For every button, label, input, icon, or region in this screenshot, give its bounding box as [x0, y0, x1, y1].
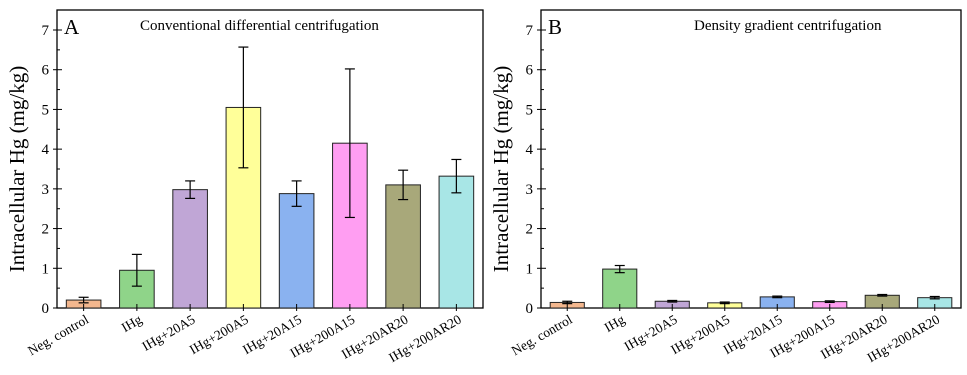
- panel-b-ytick-label: 1: [526, 261, 534, 277]
- panel-a-xtick-label: IHg: [119, 311, 145, 335]
- panel-a-ytick-label: 7: [42, 23, 50, 39]
- panel-a-bar: [385, 184, 421, 309]
- panel-b-ytick-label: 3: [526, 182, 534, 198]
- panel-b-ylabel: Intracellular Hg (mg/kg): [489, 66, 513, 272]
- panel-a-xtick-label: Neg. control: [25, 311, 91, 358]
- panel-a-title: Conventional differential centrifugation: [140, 18, 379, 34]
- panel-a-letter: A: [64, 15, 80, 39]
- panel-a-frame: [56, 9, 484, 309]
- panel-b-ytick-label: 2: [526, 222, 534, 238]
- panel-a-ylabel: Intracellular Hg (mg/kg): [5, 66, 29, 272]
- panel-b-bar: [602, 268, 638, 309]
- panel-a-ytick-label: 6: [42, 63, 50, 79]
- panel-a-ytick-label: 4: [42, 142, 50, 158]
- panel-a-bar: [278, 193, 315, 309]
- panel-b-xtick-label: IHg+200A5: [668, 311, 732, 357]
- panel-a-bar: [438, 175, 475, 309]
- panel-a-xtick-label: IHg+200A5: [187, 311, 251, 357]
- panel-b-ytick-label: 7: [526, 23, 534, 39]
- panel-a-ytick-label: 3: [42, 182, 50, 198]
- panel-a-ytick-label: 5: [42, 102, 50, 118]
- panel-b-xtick-label: IHg: [602, 311, 628, 335]
- panel-a-ytick-label: 0: [42, 301, 50, 317]
- panel-b-ytick-label: 6: [526, 63, 534, 79]
- panel-a-ytick-label: 2: [42, 222, 50, 238]
- panel-b-xtick-label: Neg. control: [509, 311, 575, 358]
- panel-a-ytick-label: 1: [42, 261, 50, 277]
- panel-b-frame: [540, 9, 962, 309]
- panel-b-ytick-label: 5: [526, 102, 534, 118]
- panel-b-ytick-label: 0: [526, 301, 534, 317]
- panel-b-title: Density gradient centrifugation: [694, 18, 882, 34]
- panel-b-letter: B: [548, 15, 562, 39]
- panel-b-ytick-label: 4: [526, 142, 534, 158]
- panel-a-bar: [172, 189, 208, 309]
